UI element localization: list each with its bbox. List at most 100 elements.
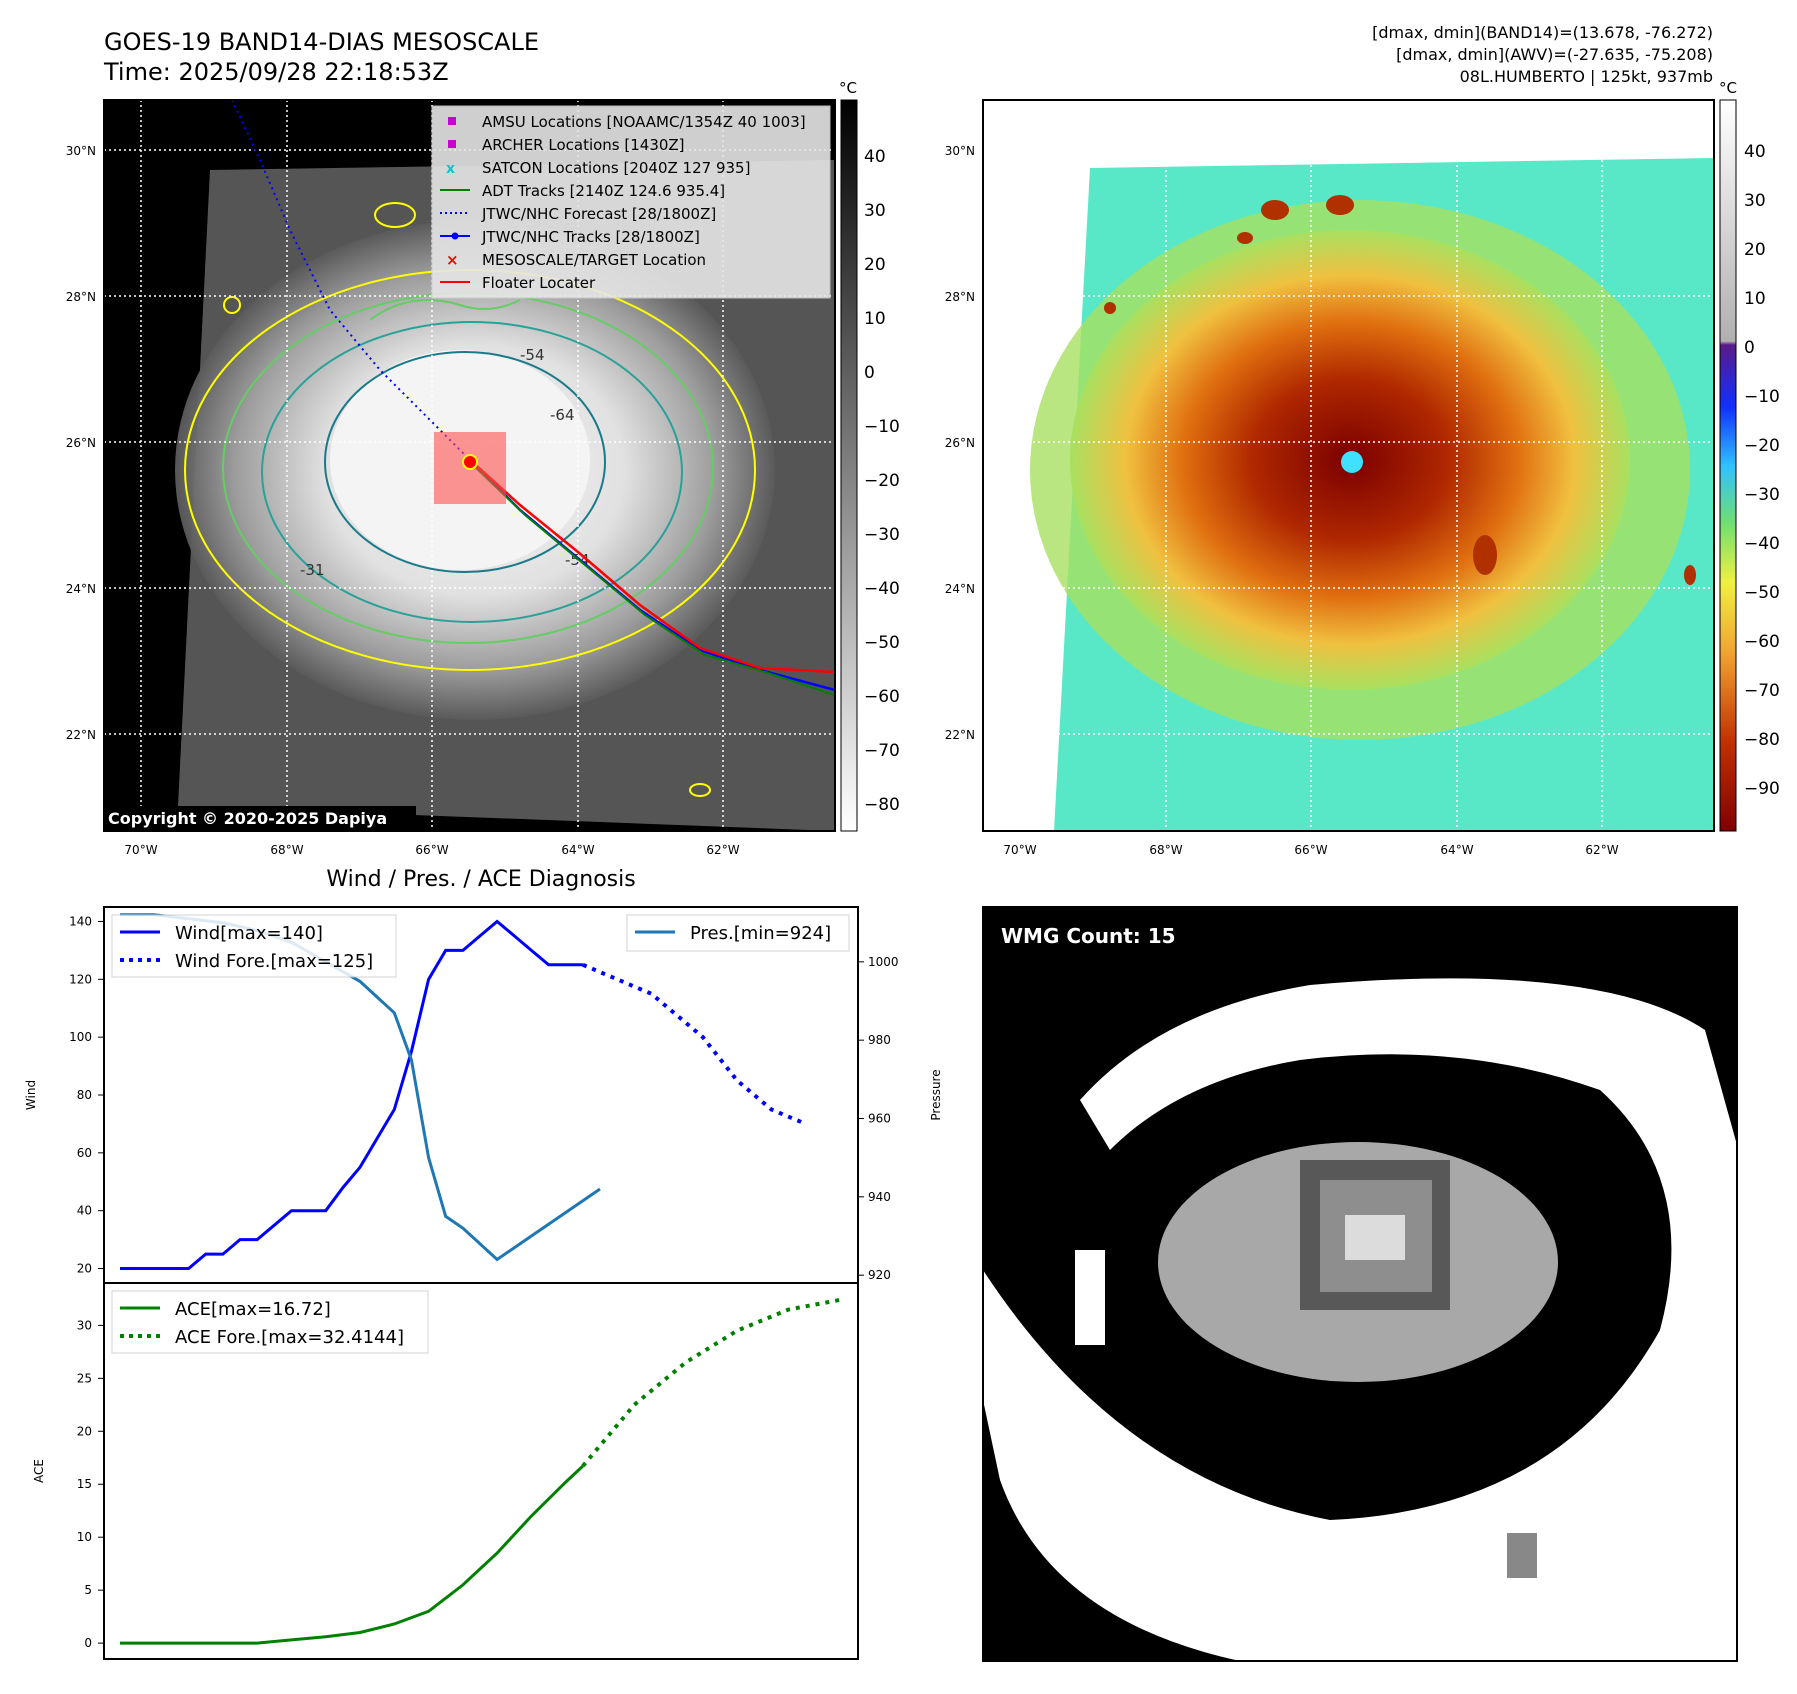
ace-legend-box [111,1290,429,1354]
color-colorbar-unit: °C [1719,79,1737,97]
mesoscale-target-location [462,454,478,470]
color-enhanced-panel: 30°N 28°N 26°N 24°N 22°N 70°W 68°W 66°W … [945,79,1780,857]
lon-label-68: 68°W [270,843,303,857]
copyright-box [104,806,416,831]
color-tick-30: 30 [1744,191,1766,211]
wind-legend-label: Wind[max=140] [175,923,323,944]
legend-floater: Floater Locater [482,274,596,292]
wind-tick-label: 60 [77,1146,92,1160]
adt-track [469,461,835,696]
series-line-4 [581,1297,841,1468]
gray-colorbar [840,99,858,832]
jtwc-forecast-track [231,100,471,461]
gray-tick-m70: −70 [864,741,900,761]
contour-cell-2 [223,296,241,314]
figure-title: GOES-19 BAND14-DIAS MESOSCALE [104,28,539,56]
ace-fore-legend-label: ACE Fore.[max=32.4144] [175,1327,404,1348]
color-lat-30: 30°N [945,144,975,158]
color-lon-labels: 70°W 68°W 66°W 64°W 62°W [1003,843,1618,857]
color-lon-62: 62°W [1585,843,1618,857]
color-tick-m90: −90 [1744,779,1780,799]
color-lon-70: 70°W [1003,843,1036,857]
wmg-count-box [990,920,1175,952]
gray-tick-40: 40 [864,147,886,167]
color-convective-cells [1104,195,1696,585]
wmg-panel: WMG Count: 15 [982,906,1738,1662]
diagnosis-title: Wind / Pres. / ACE Diagnosis [326,867,635,892]
legend-satcon: SATCON Locations [2040Z 127 935] [482,159,750,177]
tracks-dot [451,232,459,240]
color-lon-64: 64°W [1440,843,1473,857]
color-lon-68: 68°W [1149,843,1182,857]
color-tick-m50: −50 [1744,583,1780,603]
ace-tick-label: 30 [77,1318,92,1332]
ace-tick-label: 10 [77,1530,92,1544]
gray-tick-30: 30 [864,201,886,221]
contour-inner [261,321,683,623]
pres-tick-label: 920 [868,1268,891,1282]
wmg-white-region [983,978,1737,1661]
copyright-text: Copyright © 2020-2025 Dapiya [108,809,387,828]
wind-axis-ticks: 20 40 60 80 100 120 140 [69,914,104,1276]
color-lon-66: 66°W [1294,843,1327,857]
color-tick-m30: −30 [1744,485,1780,505]
wind-tick-label: 100 [69,1030,92,1044]
legend-target: MESOSCALE/TARGET Location [482,251,706,269]
pressure-axis-ticks: 920 940 960 980 1000 [858,955,899,1282]
amsu-marker [448,117,456,125]
contour-label-3: -31 [300,561,325,579]
wind-fore-legend-label: Wind Fore.[max=125] [175,951,373,972]
contour-cell-3 [689,783,711,797]
color-tick-0: 0 [1744,338,1755,358]
gray-tick-m10: −10 [864,417,900,437]
storm-info: 08L.HUMBERTO | 125kt, 937mb [1460,67,1713,86]
pres-tick-label: 960 [868,1112,891,1126]
gray-tick-m60: −60 [864,687,900,707]
wmg-count-label: WMG Count: 15 [1001,924,1176,948]
figure-time: Time: 2025/09/28 22:18:53Z [103,58,449,86]
archer-marker [448,140,456,148]
wind-tick-label: 20 [77,1262,92,1276]
stats-awv: [dmax, dmin](AWV)=(-27.635, -75.208) [1396,45,1713,64]
color-colorbar-ticks: 40 30 20 10 0 −10 −20 −30 −40 −50 −60 −7… [1744,142,1780,799]
pres-tick-label: 940 [868,1190,891,1204]
gray-tick-m20: −20 [864,471,900,491]
ace-tick-label: 0 [84,1636,92,1650]
color-gridlines [983,100,1714,831]
lon-label-62: 62°W [706,843,739,857]
contour-cell-1 [374,202,416,228]
ace-axis-ticks: 0 5 10 15 20 25 30 [77,1318,104,1650]
pressure-ylabel: Pressure [929,1069,943,1120]
contour-label-1: -54 [520,346,545,364]
contour-core [324,351,606,573]
gray-colorbar-unit: °C [839,79,857,97]
gray-tick-m30: −30 [864,525,900,545]
map-legend: AMSU Locations [NOAAMC/1354Z 40 1003] AR… [431,105,831,299]
wind-legend-box [111,914,397,978]
series-line-0 [120,919,583,1270]
pres-legend-label: Pres.[min=924] [690,923,831,944]
lon-label-64: 64°W [561,843,594,857]
series-line-3 [120,1464,584,1645]
ace-tick-label: 5 [84,1583,92,1597]
diagnosis-panel: Wind / Pres. / ACE Diagnosis Wind Pressu… [24,867,943,1660]
color-eye [1341,451,1363,473]
pres-tick-label: 980 [868,1033,891,1047]
color-lat-labels: 30°N 28°N 26°N 24°N 22°N [945,144,975,742]
target-marker: × [446,251,459,269]
contour-band [369,299,521,321]
color-tick-m20: −20 [1744,436,1780,456]
gray-tick-m80: −80 [864,795,900,815]
contour-label-2: -64 [550,406,575,424]
color-tick-m40: −40 [1744,534,1780,554]
color-tick-m80: −80 [1744,730,1780,750]
gray-tick-m50: −50 [864,633,900,653]
color-lat-28: 28°N [945,290,975,304]
ace-tick-label: 15 [77,1477,92,1491]
stats-band14: [dmax, dmin](BAND14)=(13.678, -76.272) [1372,23,1713,42]
gray-tick-20: 20 [864,255,886,275]
color-lat-22: 22°N [945,728,975,742]
gray-tick-0: 0 [864,363,875,383]
gray-colorbar-ticks: 40 30 20 10 0 −10 −20 −30 −40 −50 −60 −7… [864,147,900,815]
